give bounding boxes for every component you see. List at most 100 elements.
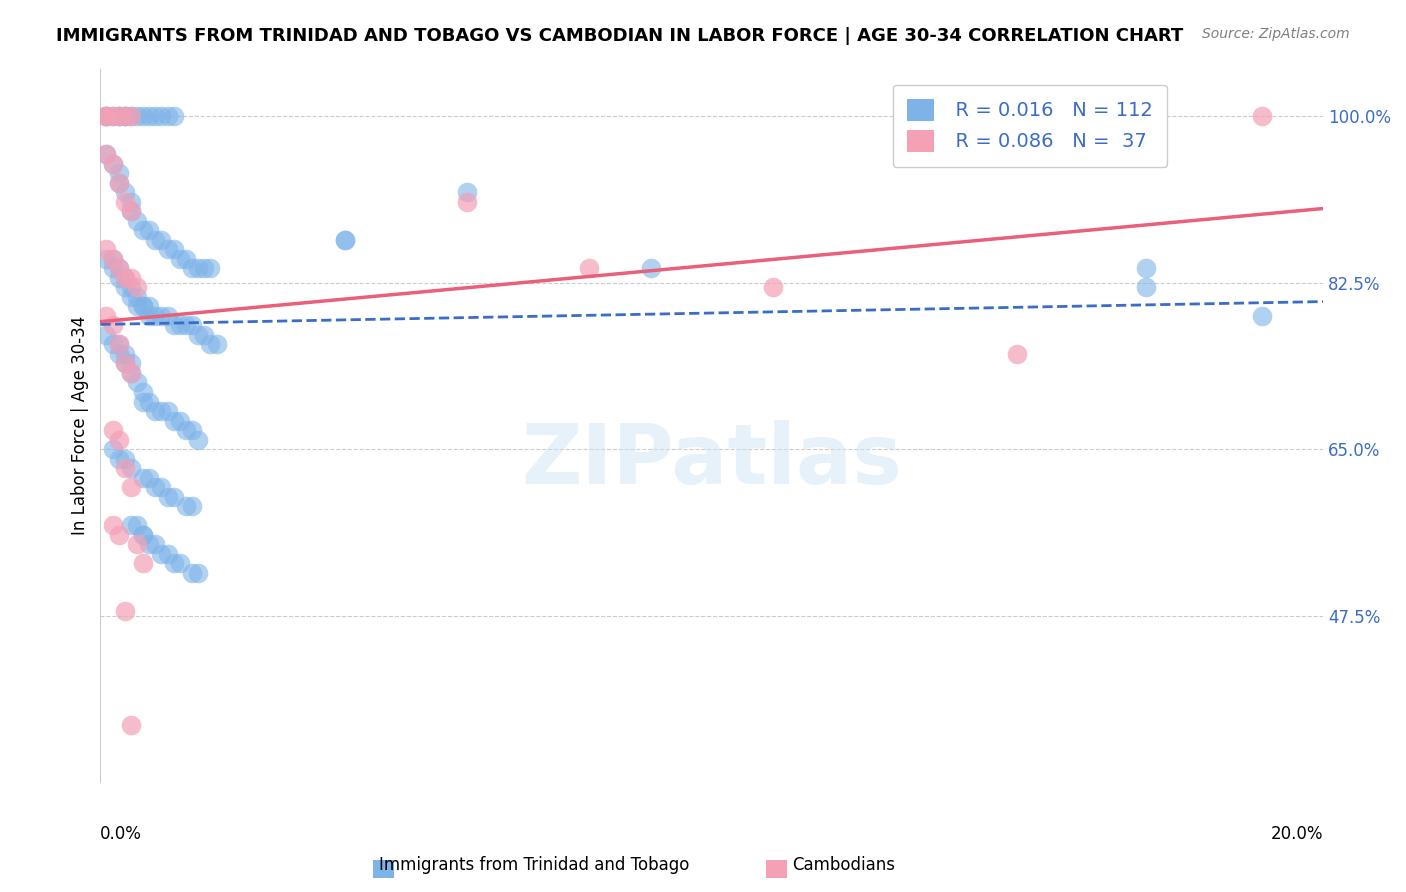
Point [169,413,191,427]
Point [114,461,136,475]
Point [114,194,136,209]
Point [125,376,148,390]
Point [107,337,129,351]
Point [120,290,142,304]
Point [96,109,118,123]
Point [114,356,136,370]
Point [138,109,160,123]
Point [163,318,186,333]
Y-axis label: In Labor Force | Age 30-34: In Labor Force | Age 30-34 [72,316,89,535]
Point [150,109,173,123]
Text: IMMIGRANTS FROM TRINIDAD AND TOBAGO VS CAMBODIAN IN LABOR FORCE | AGE 30-34 CORR: IMMIGRANTS FROM TRINIDAD AND TOBAGO VS C… [56,27,1184,45]
Point [101,518,124,533]
Point [181,566,204,580]
Point [114,347,136,361]
Point [114,185,136,199]
Point [107,261,129,276]
Point [96,242,118,256]
Point [138,394,160,409]
Text: 20.0%: 20.0% [1271,825,1323,843]
Point [205,337,228,351]
Point [96,109,118,123]
Text: 0.0%: 0.0% [100,825,142,843]
Point [1251,309,1274,323]
Text: Cambodians: Cambodians [792,856,896,874]
Point [193,327,215,342]
Point [640,261,662,276]
Point [163,413,186,427]
Point [120,109,142,123]
Point [132,527,155,541]
Point [107,270,129,285]
Point [181,318,204,333]
Text: Immigrants from Trinidad and Tobago: Immigrants from Trinidad and Tobago [380,856,689,874]
Point [96,147,118,161]
Point [145,404,167,418]
Point [1007,347,1029,361]
Point [174,423,197,437]
Point [181,423,204,437]
Point [101,261,124,276]
Point [1251,109,1274,123]
Point [101,337,124,351]
Point [145,109,167,123]
Point [120,204,142,219]
Point [156,109,179,123]
Point [101,109,124,123]
Point [107,347,129,361]
Point [125,299,148,313]
Point [187,261,209,276]
Point [96,109,118,123]
Point [132,299,155,313]
Point [107,109,129,123]
Point [132,527,155,541]
Point [125,537,148,551]
Point [174,252,197,266]
Point [145,309,167,323]
Point [145,537,167,551]
Point [120,718,142,732]
Point [1135,261,1157,276]
Point [132,394,155,409]
Point [125,518,148,533]
Point [156,547,179,561]
Point [138,309,160,323]
Point [163,242,186,256]
Point [187,433,209,447]
Point [120,366,142,380]
Point [163,556,186,570]
Point [120,356,142,370]
Point [120,480,142,494]
Point [107,176,129,190]
Point [114,109,136,123]
Point [1135,280,1157,294]
Point [163,109,186,123]
Point [120,280,142,294]
Point [120,461,142,475]
Point [120,109,142,123]
Point [181,261,204,276]
Point [138,299,160,313]
Point [456,194,478,209]
Point [333,233,356,247]
Point [101,423,124,437]
Point [107,176,129,190]
Point [163,490,186,504]
Point [132,384,155,399]
Point [125,109,148,123]
Point [107,337,129,351]
Point [120,270,142,285]
Point [181,499,204,513]
Point [101,156,124,170]
Point [132,556,155,570]
Point [120,194,142,209]
Point [107,433,129,447]
Point [132,470,155,484]
Point [114,109,136,123]
Point [96,147,118,161]
Point [101,442,124,456]
Point [174,318,197,333]
Point [125,280,148,294]
Point [193,261,215,276]
Point [145,233,167,247]
